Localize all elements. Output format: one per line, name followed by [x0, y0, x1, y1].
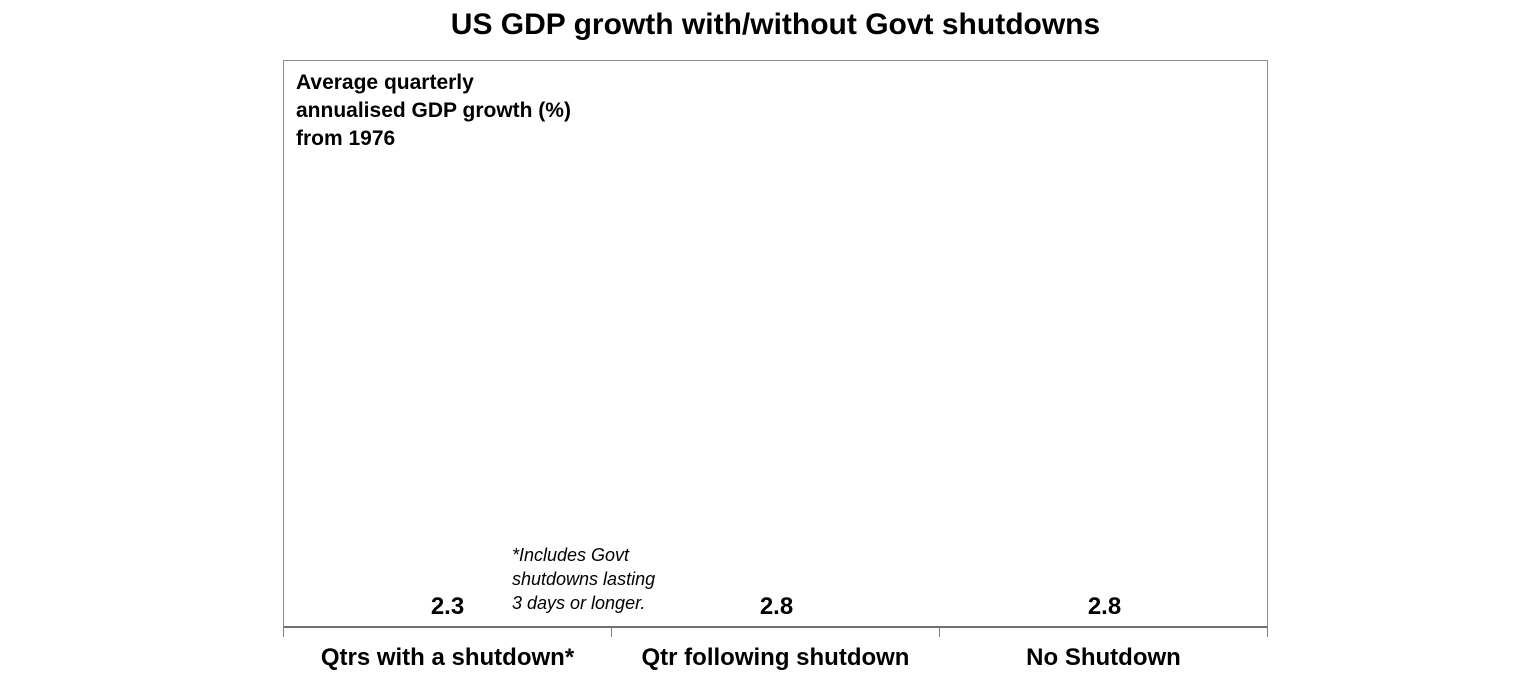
bar-value-label: 2.8	[1087, 593, 1122, 620]
footnote-text: *Includes Govt shutdowns lasting 3 days …	[512, 545, 656, 613]
x-axis-label-no-shutdown: No Shutdown	[1026, 644, 1181, 671]
x-axis-tick	[611, 628, 612, 637]
x-axis-tick	[1267, 628, 1268, 637]
bar-group-qtr-following-shutdown: 2.8	[725, 594, 828, 626]
bar-group-qtrs-with-shutdown: 2.3	[396, 594, 499, 626]
bar-value-label: 2.8	[759, 593, 794, 620]
x-axis-tick	[283, 628, 284, 637]
x-axis-label-qtrs-with-shutdown: Qtrs with a shutdown*	[320, 644, 575, 671]
x-axis-tick	[939, 628, 940, 637]
y-axis-annotation: Average quarterly annualised GDP growth …	[296, 71, 571, 150]
plot-area: Average quarterly annualised GDP growth …	[283, 60, 1268, 628]
chart-title: US GDP growth with/without Govt shutdown…	[450, 8, 1101, 41]
bar-group-no-shutdown: 2.8	[1053, 594, 1156, 626]
x-axis-label-qtr-following-shutdown: Qtr following shutdown	[641, 644, 910, 671]
bar-value-label: 2.3	[430, 593, 465, 620]
